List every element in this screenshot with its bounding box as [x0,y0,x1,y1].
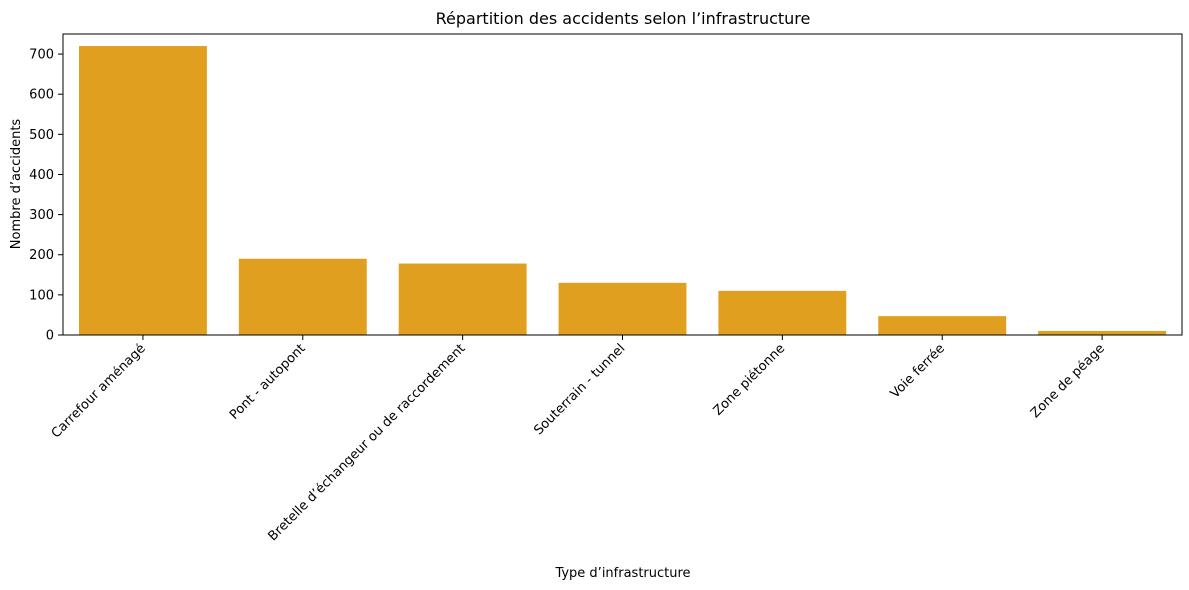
y-tick-label: 200 [29,248,54,263]
x-tick-label: Souterrain - tunnel [531,341,628,438]
bar-5 [878,316,1007,335]
bar-2 [398,263,527,335]
y-tick-label: 500 [29,128,54,143]
bar-4 [718,290,847,335]
y-axis-title: Nombre d’accidents [9,119,24,250]
x-tick-label: Zone piétonne [711,341,789,419]
y-tick-label: 400 [29,168,54,183]
y-tick-label: 0 [46,329,54,344]
bar-0 [78,46,207,335]
x-tick-label: Zone de péage [1028,341,1108,421]
bar-1 [238,258,367,335]
bars-group [78,46,1167,335]
y-tick-label: 600 [29,88,54,103]
y-tick-label: 700 [29,48,54,63]
x-tick-label: Pont - autopont [227,341,309,423]
y-tick-label: 300 [29,208,54,223]
chart-title: Répartition des accidents selon l’infras… [436,9,811,28]
x-axis-title: Type d’infrastructure [554,566,690,581]
y-axis: 0 100 200 300 400 500 600 700 [29,48,63,344]
y-tick-label: 100 [29,288,54,303]
x-tick-label: Voie ferrée [888,341,948,401]
x-axis: Carrefour aménagé Pont - autopontBretelle… [49,335,1108,544]
x-tick-label: Carrefour aménagé [49,341,149,441]
bar-6 [1038,330,1167,335]
x-tick-label: Bretelle d’échangeur ou de raccordement [266,341,469,544]
bar-3 [558,282,687,335]
